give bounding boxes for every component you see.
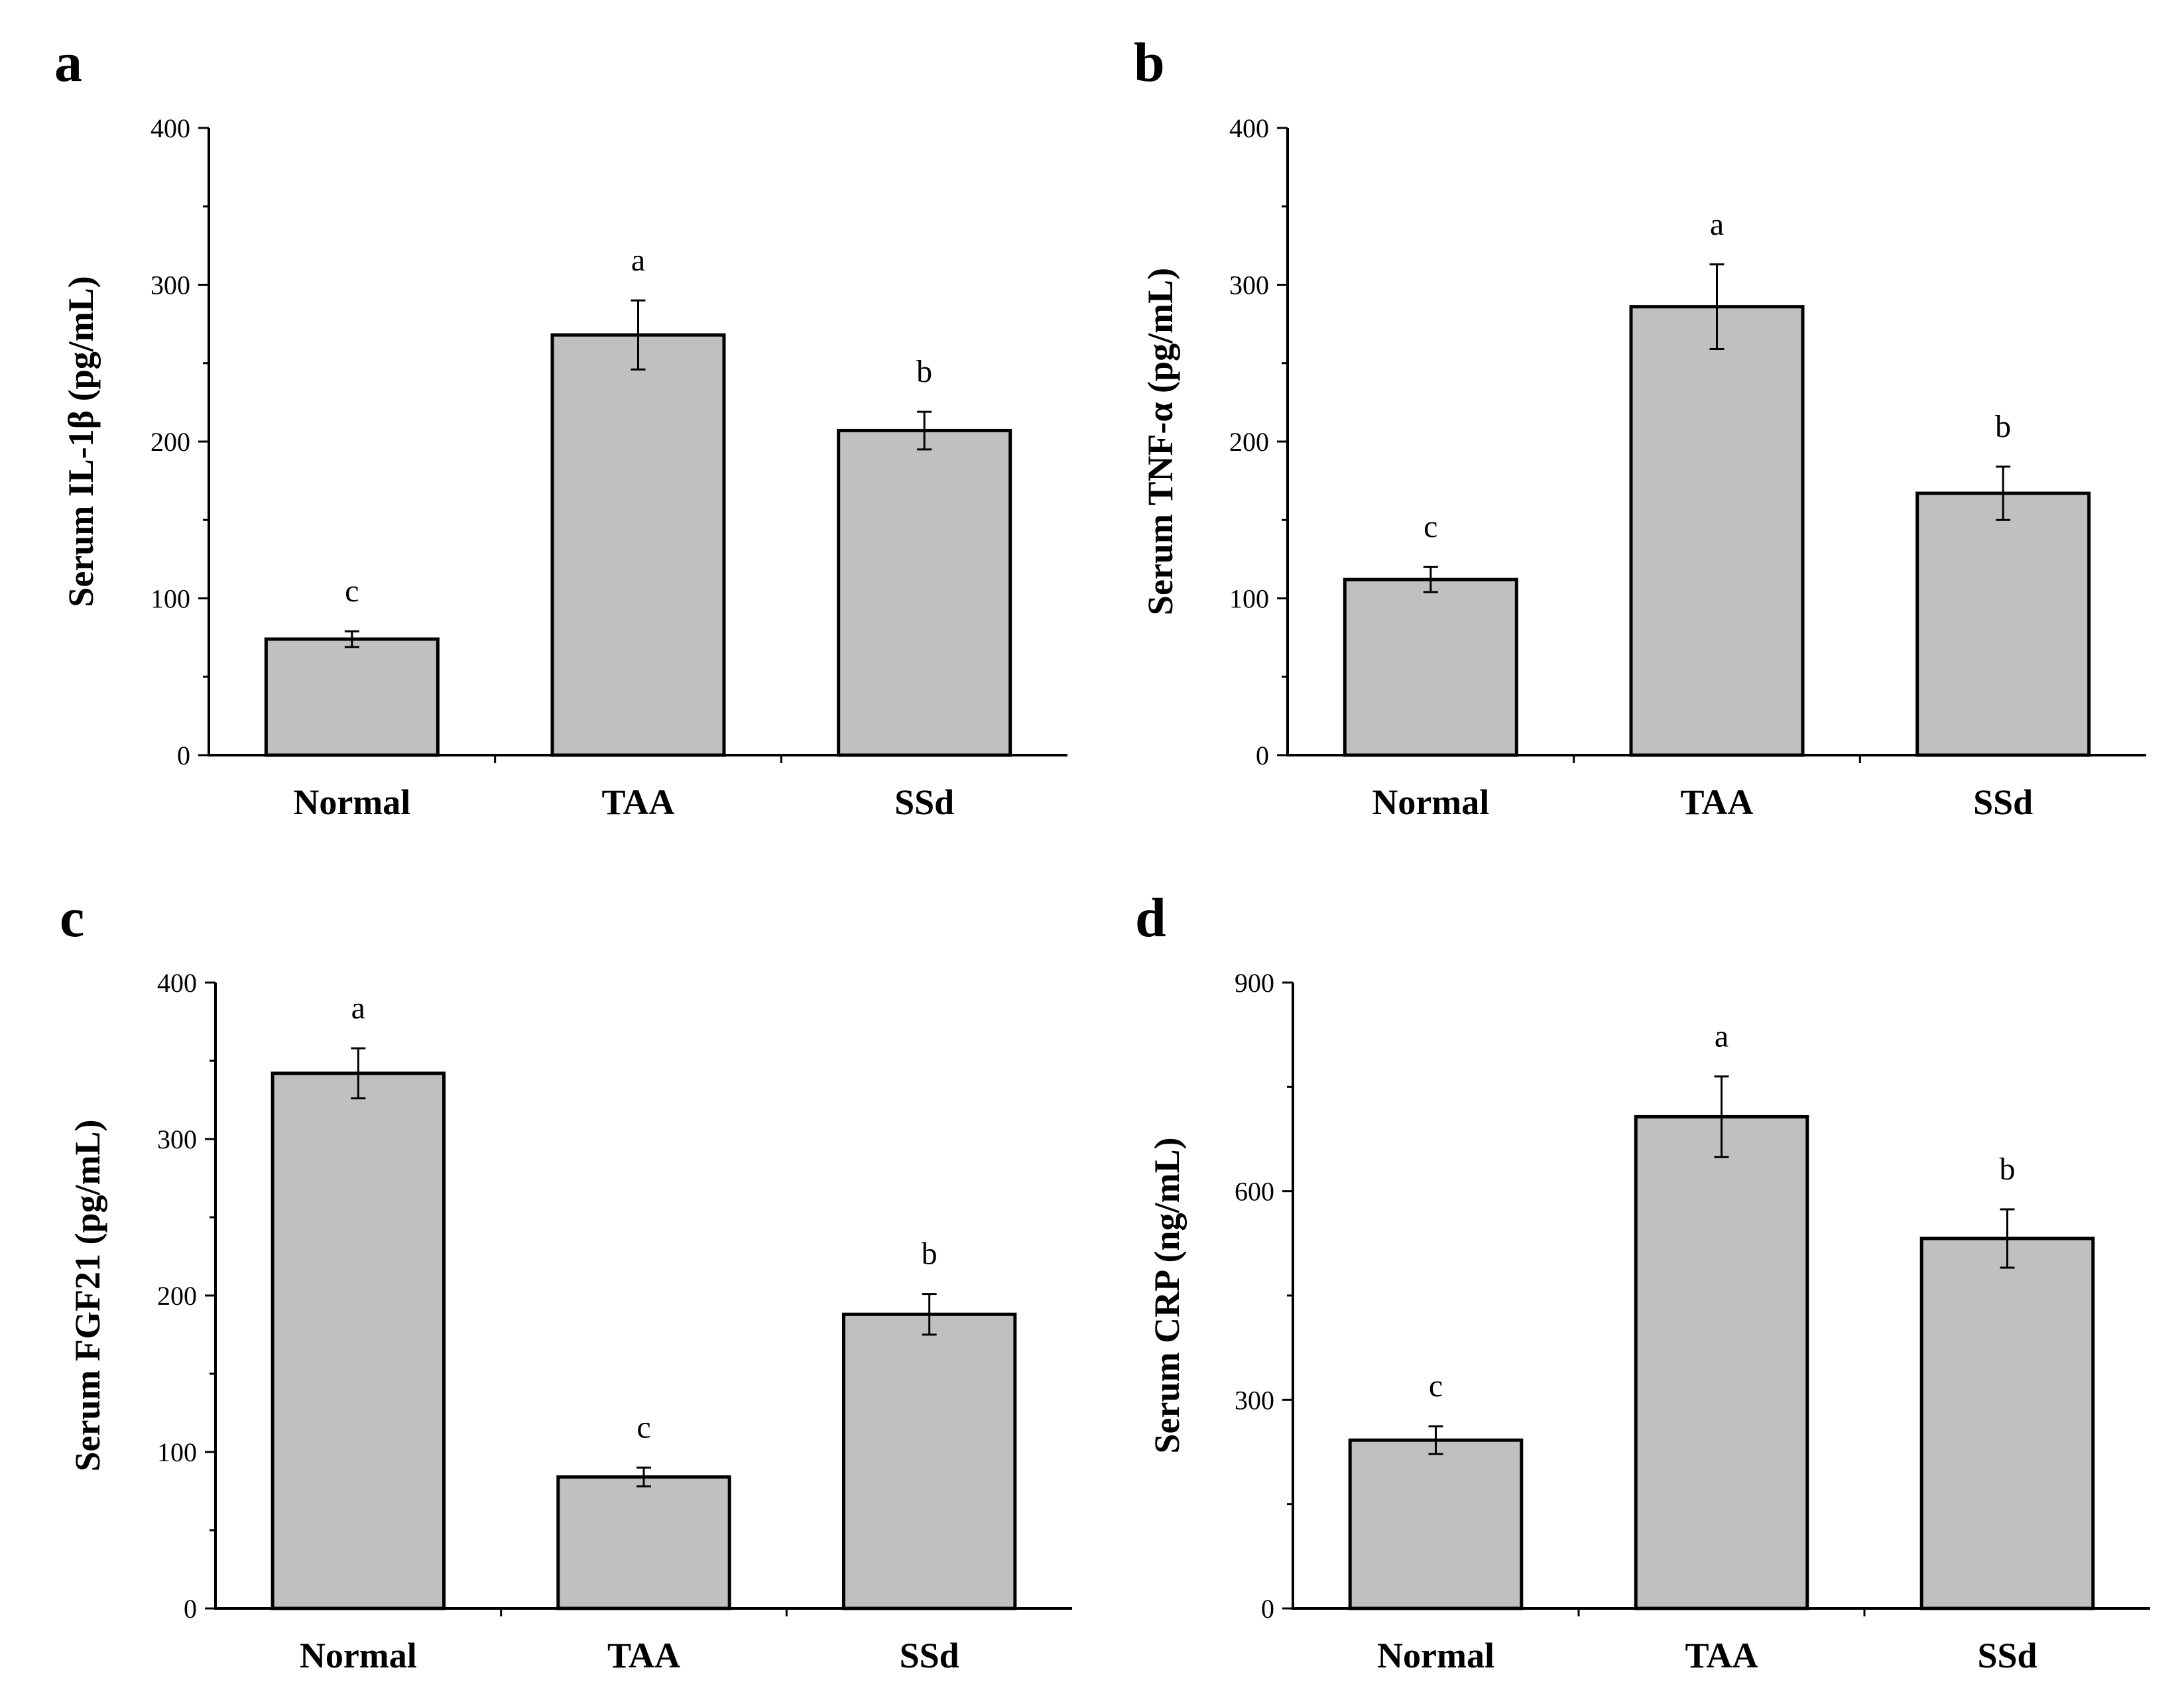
y-tick-label: 0 [177,741,190,770]
category-label: Normal [293,782,410,822]
y-tick-label: 300 [157,1124,197,1154]
significance-letter: c [1429,1368,1443,1404]
y-tick-label: 0 [184,1594,197,1624]
y-tick-label: 900 [1235,968,1274,998]
panel-letter: b [1134,32,1165,93]
panel-a: a Serum IL-1β (pg/mL) c Normal a TAA b SSd 0 100 2… [54,32,1067,822]
y-tick-label: 200 [1229,427,1269,457]
panel-letter: d [1135,887,1166,949]
panel-b: b Serum TNF-α (pg/mL) c Normal a TAA b SSd 0 100 2… [1134,32,2146,822]
bar-taa [1629,305,1805,757]
bar-normal [264,637,440,757]
error-bar-taa [1714,1075,1729,1158]
category-label: TAA [607,1636,680,1675]
bar-normal [1343,577,1518,757]
error-bar-ssd [2000,1208,2015,1269]
bar-normal [1348,1438,1524,1610]
error-bar-ssd [922,1293,937,1336]
y-tick-label: 400 [151,113,190,143]
panel-letter: a [54,32,82,93]
y-tick-label: 300 [151,271,190,300]
y-tick-label: 300 [1229,271,1269,300]
error-bar-normal [1423,566,1438,593]
bar-ssd [1915,491,2091,757]
y-tick-label: 300 [1235,1385,1274,1415]
error-bar-taa [1709,263,1725,350]
category-label: SSd [1977,1636,2037,1675]
panel-c: c Serum FGF21 (pg/mL) a Normal c TAA b SSd 0 100 2… [60,887,1072,1675]
error-bar-taa [637,1467,651,1488]
y-axis-label: Serum IL-1β (pg/mL) [61,276,101,607]
y-tick-label: 100 [1229,584,1269,614]
bar-normal [271,1071,446,1610]
y-tick-label: 200 [157,1281,197,1311]
y-axis-label: Serum FGF21 (pg/mL) [68,1120,107,1472]
y-tick-label: 400 [157,968,197,998]
y-tick-label: 0 [1256,741,1269,770]
significance-letter: c [345,573,359,609]
significance-letter: a [1715,1019,1729,1054]
category-label: Normal [1372,782,1489,822]
category-label: SSd [1973,782,2033,822]
category-label: Normal [300,1636,417,1675]
error-bar-normal [1428,1425,1443,1455]
error-bar-normal [344,630,359,648]
significance-letter: a [1710,207,1724,242]
error-bar-ssd [917,410,932,451]
y-axis-label: Serum TNF-α (pg/mL) [1140,268,1180,615]
error-bar-taa [631,299,646,371]
y-tick-label: 600 [1235,1177,1274,1207]
y-tick-label: 100 [157,1437,197,1467]
significance-letter: b [2000,1152,2016,1187]
y-tick-label: 100 [151,584,190,614]
y-tick-label: 400 [1229,113,1269,143]
error-bar-ssd [1996,465,2011,521]
significance-letter: a [631,243,645,278]
bar-taa [1634,1115,1809,1610]
category-label: SSd [894,782,954,822]
category-label: TAA [601,782,674,822]
bar-ssd [837,428,1012,757]
significance-letter: b [916,354,932,389]
category-label: Normal [1377,1636,1494,1675]
bar-taa [550,333,726,757]
panel-letter: c [60,887,84,949]
y-tick-label: 0 [1261,1594,1274,1624]
significance-letter: b [922,1236,938,1272]
bar-taa [556,1475,731,1610]
significance-letter: a [351,991,365,1026]
y-axis-label: Serum CRP (ng/mL) [1147,1138,1187,1454]
panel-d: d Serum CRP (ng/mL) c Normal a TAA b SSd 0 300 600… [1135,887,2150,1675]
category-label: TAA [1680,782,1753,822]
y-tick-label: 200 [151,427,190,457]
category-label: SSd [900,1636,959,1675]
error-bar-normal [351,1047,366,1100]
category-label: TAA [1685,1636,1758,1675]
significance-letter: b [1995,409,2011,444]
bar-ssd [1919,1236,2095,1610]
bar-ssd [841,1312,1017,1610]
significance-letter: c [1424,509,1437,544]
significance-letter: c [637,1410,650,1445]
